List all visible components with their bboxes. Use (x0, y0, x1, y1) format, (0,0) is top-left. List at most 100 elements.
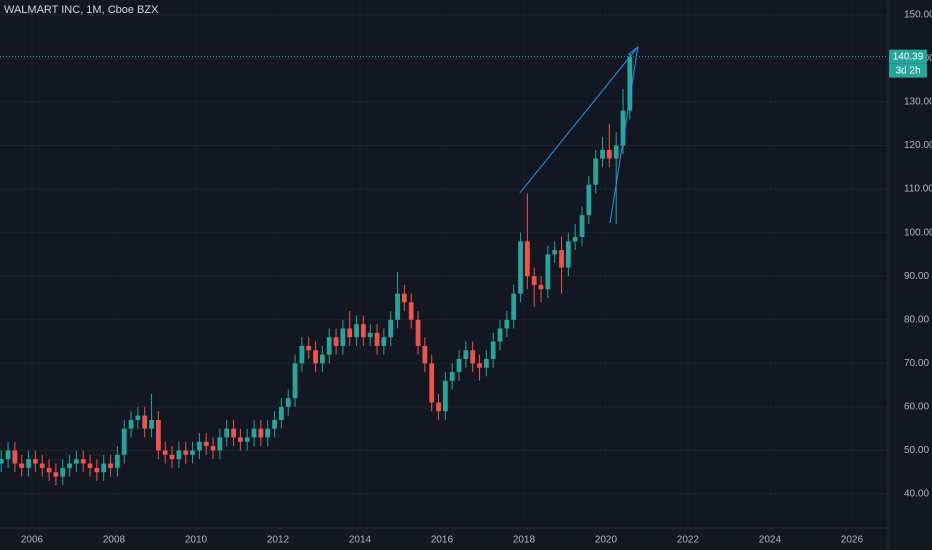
candle-body (203, 441, 209, 447)
candle-body (504, 319, 510, 329)
candle-body (101, 463, 107, 473)
candle-body (265, 428, 271, 438)
candle-body (586, 184, 592, 216)
candle-body (244, 437, 250, 442)
candle-body (572, 236, 578, 242)
candle-body (87, 463, 93, 468)
trend-line (627, 46, 639, 56)
x-tick-label: 2020 (595, 535, 618, 546)
candle-body (490, 341, 496, 359)
candle-body (593, 158, 599, 185)
candle-body (497, 328, 503, 342)
candle-body (0, 459, 4, 464)
grid (0, 0, 888, 528)
y-tick-label: 40.00 (904, 489, 929, 500)
candle-body (210, 446, 216, 451)
candle-body (381, 337, 387, 346)
y-tick-label: 130.00 (904, 97, 932, 108)
candle-body (155, 419, 161, 451)
candle-body (565, 241, 571, 268)
y-tick-label: 110.00 (904, 184, 932, 195)
candle-body (518, 241, 523, 294)
candle-body (511, 293, 517, 320)
candle-body (272, 419, 277, 429)
candle-body (354, 324, 359, 338)
candle-body (231, 428, 236, 438)
candle-body (388, 319, 394, 338)
candle-body (367, 332, 373, 338)
y-tick-label: 60.00 (904, 402, 929, 413)
candle-body (463, 350, 469, 359)
last-price-label: 140.39 (893, 51, 924, 62)
candle-body (285, 398, 291, 407)
candle-body (545, 254, 551, 290)
y-tick-label: 80.00 (904, 314, 929, 325)
candle-body (613, 145, 619, 159)
candle-body (60, 467, 66, 477)
candle-body (559, 250, 564, 268)
candle-body (306, 345, 312, 351)
candle-body (415, 319, 421, 346)
candle-body (258, 428, 264, 438)
x-tick-label: 2006 (21, 535, 44, 546)
candle-body (429, 363, 435, 403)
chart-title: WALMART INC, 1M, Cboe BZX (4, 4, 159, 16)
y-tick-label: 120.00 (904, 140, 932, 151)
candle-body (292, 363, 298, 399)
candle-body (422, 345, 428, 364)
x-tick-label: 2026 (841, 535, 864, 546)
x-tick-label: 2008 (103, 535, 126, 546)
candle-body (600, 149, 605, 159)
candle-body (395, 293, 400, 320)
candle-body (442, 380, 448, 412)
candle-body (12, 450, 18, 464)
candle-body (39, 463, 45, 468)
candle-body (606, 149, 612, 159)
candle-body (80, 459, 86, 464)
candle-body (135, 415, 141, 420)
candle-body (579, 215, 585, 237)
candle-body (73, 459, 79, 464)
candle-body (449, 372, 455, 381)
x-tick-label: 2018 (513, 535, 536, 546)
candle-body (401, 293, 407, 303)
candle-body (360, 324, 366, 338)
candle-body (524, 241, 530, 277)
candle-body (196, 441, 202, 451)
candle-body (436, 402, 441, 412)
x-tick-label: 2010 (185, 535, 208, 546)
y-tick-label: 70.00 (904, 358, 929, 369)
x-tick-label: 2016 (431, 535, 454, 546)
candle-body (142, 415, 148, 429)
candle-body (319, 354, 325, 364)
candle-body (299, 345, 305, 364)
candle-body (26, 459, 31, 468)
x-tick-label: 2022 (677, 535, 700, 546)
candle-body (251, 428, 257, 438)
candle-body (169, 454, 175, 460)
candle-body (538, 284, 544, 290)
candle-body (190, 450, 195, 455)
candle-body (67, 463, 72, 468)
y-tick-label: 100.00 (904, 227, 932, 238)
candle-body (477, 363, 482, 368)
candle-body (470, 350, 476, 364)
x-tick-label: 2014 (349, 535, 372, 546)
candle-body (108, 463, 113, 468)
candle-body (53, 472, 59, 477)
candle-body (176, 450, 182, 460)
y-tick-label: 150.00 (904, 9, 932, 20)
y-tick-label: 50.00 (904, 445, 929, 456)
candle-body (32, 459, 38, 464)
candle-body (128, 419, 134, 429)
x-tick-label: 2024 (759, 535, 782, 546)
candle-body (627, 56, 633, 111)
candle-body (94, 467, 100, 473)
last-price-box (889, 49, 927, 64)
candle-body (340, 328, 346, 346)
candle-body (46, 467, 52, 473)
candle-body (483, 358, 489, 368)
candle-body (620, 110, 626, 146)
